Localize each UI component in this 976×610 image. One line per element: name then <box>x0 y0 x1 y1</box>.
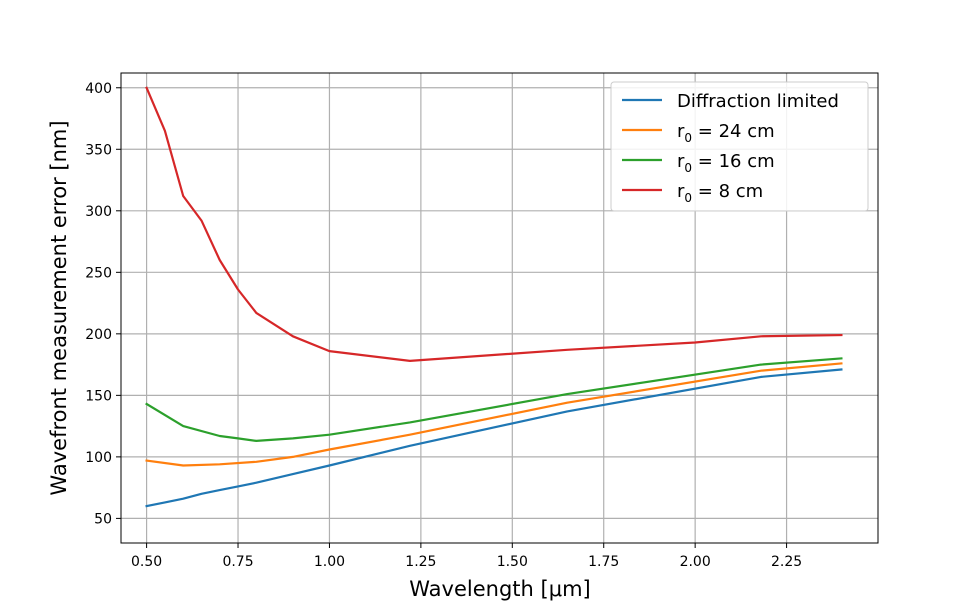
x-tick-label: 1.25 <box>405 554 436 570</box>
x-tick-label: 2.25 <box>771 554 802 570</box>
y-axis-label: Wavefront measurement error [nm] <box>47 120 71 495</box>
legend-box <box>610 81 869 212</box>
y-tick-label: 350 <box>85 142 112 158</box>
legend-label-subscript: 0 <box>684 131 692 145</box>
x-tick-label: 0.50 <box>131 554 162 570</box>
legend-label-main: r <box>677 121 685 142</box>
y-tick-label: 50 <box>94 511 112 527</box>
y-tick-label: 300 <box>85 204 112 220</box>
x-axis-ticks: 0.50 0.75 1.00 1.25 1.50 1.75 2.00 2.25 <box>131 543 802 570</box>
x-tick-label: 1.00 <box>314 554 345 570</box>
series-line-2 <box>145 357 843 442</box>
legend-label-rest: = 8 cm <box>692 181 763 202</box>
legend-label-main: r <box>677 181 685 202</box>
series-line-1 <box>145 362 843 467</box>
legend-label-1: r0 = 24 cm <box>677 121 775 145</box>
y-tick-label: 200 <box>85 327 112 343</box>
series-line-0 <box>145 368 843 508</box>
legend-label-subscript: 0 <box>684 191 692 205</box>
y-tick-label: 150 <box>85 388 112 404</box>
series-line-3 <box>145 86 843 362</box>
legend-label-2: r0 = 16 cm <box>677 151 775 175</box>
y-tick-label: 400 <box>85 81 112 97</box>
legend-label-subscript: 0 <box>684 161 692 175</box>
legend-label-main: r <box>677 151 685 172</box>
x-axis-label: Wavelength [μm] <box>409 577 590 601</box>
series-lines <box>145 86 843 508</box>
y-tick-label: 100 <box>85 450 112 466</box>
x-tick-label: 0.75 <box>222 554 253 570</box>
legend-label-rest: = 16 cm <box>692 151 775 172</box>
legend-label-0: Diffraction limited <box>677 91 839 112</box>
x-tick-label: 1.75 <box>588 554 619 570</box>
x-tick-label: 2.00 <box>680 554 711 570</box>
x-tick-label: 1.50 <box>497 554 528 570</box>
legend-label-3: r0 = 8 cm <box>677 181 763 205</box>
legend-label-rest: = 24 cm <box>692 121 775 142</box>
y-axis-ticks: 50 100 150 200 250 300 350 400 <box>85 81 121 527</box>
plot-frame <box>120 72 879 544</box>
y-tick-label: 250 <box>85 265 112 281</box>
